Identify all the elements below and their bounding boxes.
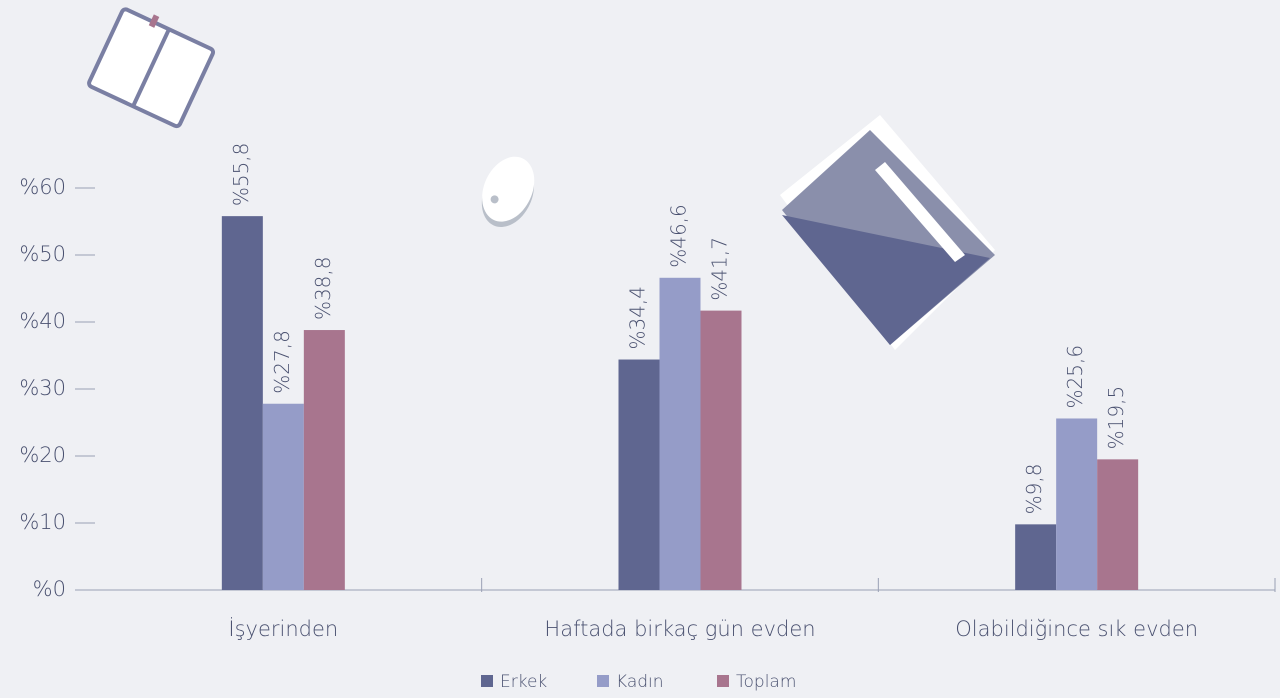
legend-swatch	[481, 675, 493, 687]
value-label: %19,5	[1104, 386, 1128, 450]
y-tick-label: %10	[19, 510, 66, 534]
value-label: %46,6	[667, 204, 691, 268]
bar	[1056, 418, 1098, 590]
legend-label: Kadın	[616, 672, 664, 692]
bar	[221, 216, 263, 590]
bar	[700, 310, 742, 590]
notebook-icon	[87, 7, 216, 129]
mouse-icon	[481, 156, 535, 227]
value-label: %34,4	[626, 286, 650, 350]
x-tick-label: Haftada birkaç gün evden	[544, 617, 815, 641]
folder-icon	[780, 115, 995, 350]
bar	[659, 277, 701, 590]
legend-label: Toplam	[736, 672, 796, 692]
bar	[618, 359, 660, 590]
legend-label: Erkek	[500, 672, 547, 692]
y-tick-label: %50	[19, 242, 66, 266]
bar	[1097, 459, 1139, 590]
value-label: %9,8	[1022, 464, 1046, 515]
value-label: %55,8	[229, 143, 253, 207]
bar	[303, 330, 345, 590]
legend-swatch	[717, 675, 729, 687]
bar	[262, 403, 304, 590]
y-tick-label: %20	[19, 443, 66, 467]
bar	[1015, 524, 1057, 590]
y-tick-label: %30	[19, 376, 66, 400]
value-label: %41,7	[708, 237, 732, 301]
value-label: %25,6	[1063, 345, 1087, 409]
value-label: %38,8	[311, 256, 335, 320]
value-label: %27,8	[270, 330, 294, 394]
y-tick-label: %0	[33, 577, 66, 601]
legend-swatch	[597, 675, 609, 687]
x-tick-label: İşyerinden	[228, 616, 338, 641]
x-tick-label: Olabildiğince sık evden	[955, 617, 1198, 641]
y-tick-label: %40	[19, 309, 66, 333]
y-tick-label: %60	[19, 175, 66, 199]
